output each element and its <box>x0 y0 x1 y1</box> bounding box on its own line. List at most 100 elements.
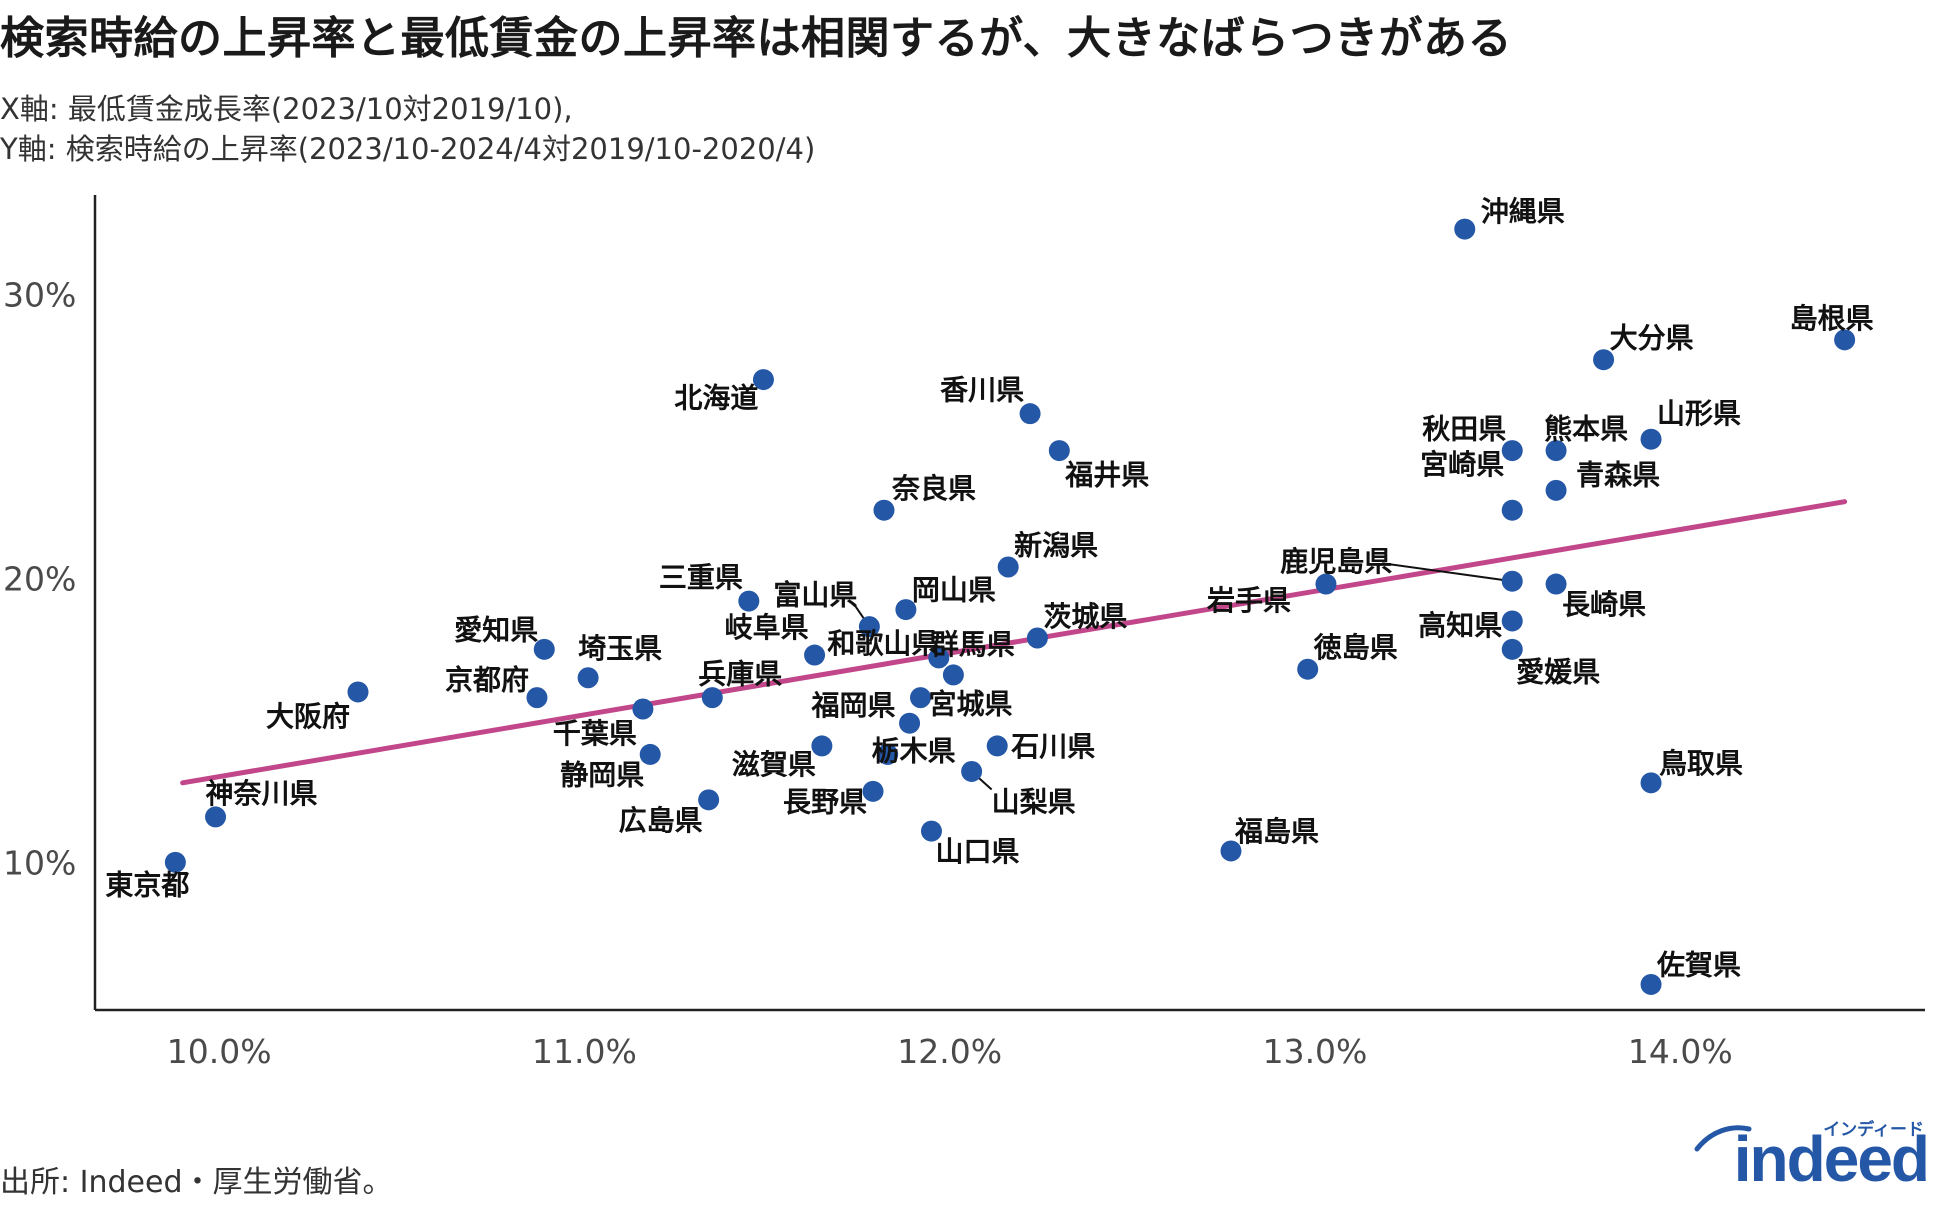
data-point <box>877 743 899 765</box>
point-label: 鹿児島県 <box>1280 545 1392 578</box>
point-label: 高知県 <box>1418 609 1502 642</box>
data-point <box>347 681 369 703</box>
data-point <box>895 599 917 621</box>
chart-title: 検索時給の上昇率と最低賃金の上昇率は相関するが、大きなばらつきがある <box>0 13 1513 64</box>
point-label: 佐賀県 <box>1656 948 1741 981</box>
trend-line <box>180 499 1848 786</box>
data-point <box>1501 499 1523 521</box>
data-point <box>639 743 661 765</box>
point-label: 秋田県 <box>1422 413 1506 446</box>
x-tick-label: 11.0% <box>532 1032 637 1071</box>
data-point <box>698 789 720 811</box>
data-point <box>862 780 884 802</box>
point-label: 石川県 <box>1010 730 1095 763</box>
data-point <box>577 667 599 689</box>
logo-kana-text: インディード <box>1823 1120 1924 1140</box>
point-label: 愛知県 <box>454 613 538 646</box>
point-label: 栃木県 <box>872 734 956 767</box>
data-point <box>928 647 950 669</box>
point-label: 京都府 <box>445 664 529 697</box>
point-label: 富山県 <box>773 579 857 612</box>
data-point <box>1315 573 1337 595</box>
data-point <box>632 698 654 720</box>
indeed-logo: インディード indeed <box>1668 1115 1930 1195</box>
point-label: 群馬県 <box>931 628 1015 661</box>
data-point <box>1048 440 1070 462</box>
data-point <box>164 851 186 873</box>
data-point <box>533 638 555 660</box>
data-point <box>1501 440 1523 462</box>
point-label: 福島県 <box>1234 815 1319 848</box>
point-label: 神奈川県 <box>206 777 318 810</box>
data-point <box>752 369 774 391</box>
point-label: 千葉県 <box>553 717 637 750</box>
data-point <box>526 687 548 709</box>
point-label: 北海道 <box>674 382 758 415</box>
data-point <box>1454 218 1476 240</box>
data-point <box>1297 658 1319 680</box>
y-tick-label: 10% <box>3 843 76 882</box>
point-label: 鳥取県 <box>1659 747 1743 780</box>
point-label: 香川県 <box>940 374 1024 407</box>
data-point <box>1545 573 1567 595</box>
point-label: 埼玉県 <box>578 632 662 665</box>
point-label: 山梨県 <box>992 785 1076 818</box>
data-point <box>910 687 932 709</box>
data-point <box>873 499 895 521</box>
point-label: 茨城県 <box>1043 600 1127 633</box>
data-points <box>164 218 1856 995</box>
point-label: 大分県 <box>1610 322 1694 355</box>
data-point <box>942 664 964 686</box>
x-tick-label: 14.0% <box>1628 1032 1733 1071</box>
data-point <box>1501 638 1523 660</box>
point-label: 新潟県 <box>1014 529 1098 562</box>
x-tick-label: 10.0% <box>167 1032 272 1071</box>
data-point <box>920 820 942 842</box>
point-label: 福岡県 <box>811 689 896 722</box>
point-label: 大阪府 <box>266 700 350 733</box>
point-label: 島根県 <box>1790 302 1874 335</box>
data-point <box>1026 627 1048 649</box>
point-label: 三重県 <box>659 561 743 594</box>
logo-wordmark: indeed <box>1733 1123 1930 1195</box>
point-label: 長崎県 <box>1562 588 1646 621</box>
logo-swoosh-icon <box>1694 1125 1752 1152</box>
data-point <box>1640 973 1662 995</box>
point-label: 兵庫県 <box>698 658 782 691</box>
point-label: 福井県 <box>1064 459 1149 492</box>
point-label: 山形県 <box>1657 397 1741 430</box>
point-label: 青森県 <box>1576 458 1660 491</box>
point-label: 和歌山県 <box>827 627 939 660</box>
point-label: 宮崎県 <box>1420 448 1504 481</box>
point-label: 熊本県 <box>1544 413 1628 446</box>
x-tick-label: 13.0% <box>1263 1032 1368 1071</box>
point-label: 岐阜県 <box>725 611 809 644</box>
data-point <box>1545 440 1567 462</box>
point-label: 沖縄県 <box>1481 195 1565 228</box>
point-label: 岡山県 <box>912 574 996 607</box>
data-point <box>1220 840 1242 862</box>
trend-line-group <box>180 499 1848 786</box>
point-label: 岩手県 <box>1206 584 1291 617</box>
point-label: 奈良県 <box>891 472 976 505</box>
data-point <box>1545 479 1567 501</box>
data-point <box>858 616 880 638</box>
point-label: 静岡県 <box>560 758 644 791</box>
data-point <box>1834 329 1856 351</box>
point-label: 山口県 <box>935 835 1019 868</box>
x-tick-label: 12.0% <box>897 1032 1002 1071</box>
data-point <box>899 712 921 734</box>
data-point <box>997 556 1019 578</box>
source-note: 出所: Indeed・厚生労働省。 <box>0 1165 393 1200</box>
data-point <box>1501 570 1523 592</box>
point-label: 長野県 <box>783 785 867 818</box>
data-point <box>205 806 227 828</box>
data-point <box>804 644 826 666</box>
data-point <box>811 735 833 757</box>
x-axis-ticks: 10.0% 11.0% 12.0% 13.0% 14.0% <box>167 1032 1733 1071</box>
chart-subtitle-y-axis: Y軸: 検索時給の上昇率(2023/10-2024/4対2019/10-2020… <box>0 132 816 166</box>
y-axis-ticks: 10% 20% 30% <box>3 275 76 882</box>
data-point <box>1640 772 1662 794</box>
